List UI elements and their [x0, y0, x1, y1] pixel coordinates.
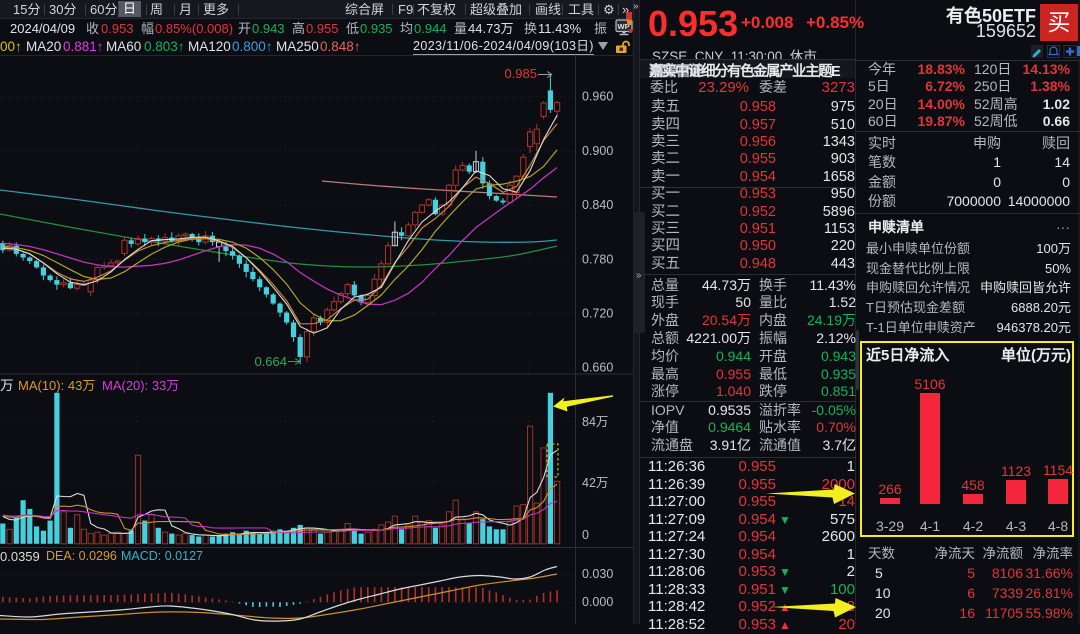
svg-text:0: 0	[582, 528, 589, 542]
svg-text:0.664: 0.664	[254, 354, 287, 369]
svg-text:84万: 84万	[582, 415, 608, 429]
svg-text:0.960: 0.960	[582, 90, 613, 104]
svg-text:0.030: 0.030	[582, 567, 613, 581]
svg-text:0.900: 0.900	[582, 144, 613, 158]
svg-text:0.840: 0.840	[582, 198, 613, 212]
svg-text:0.720: 0.720	[582, 307, 613, 321]
svg-text:0.660: 0.660	[582, 361, 613, 375]
svg-text:WP: WP	[618, 22, 630, 31]
svg-text:42万: 42万	[582, 476, 608, 490]
svg-text:0.000: 0.000	[582, 595, 613, 609]
svg-text:0.985: 0.985	[504, 66, 537, 81]
svg-text:0.780: 0.780	[582, 252, 613, 266]
